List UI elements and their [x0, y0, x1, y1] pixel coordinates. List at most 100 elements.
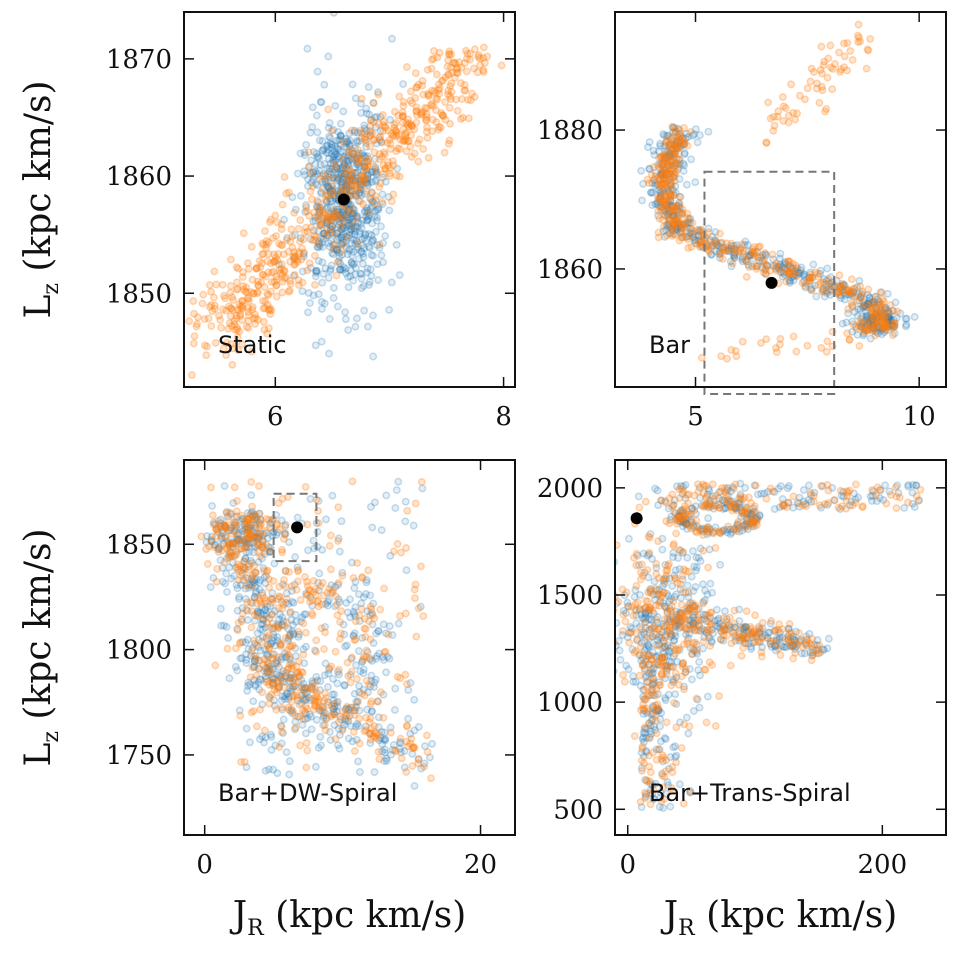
- blue-point: [362, 126, 371, 135]
- blue-point: [865, 297, 874, 306]
- orange-point: [652, 559, 661, 568]
- blue-point: [242, 528, 251, 537]
- blue-point: [684, 218, 693, 227]
- blue-point: [362, 104, 371, 113]
- orange-point: [673, 142, 682, 151]
- blue-point: [259, 536, 267, 545]
- blue-point: [662, 153, 671, 162]
- orange-point: [678, 224, 687, 233]
- blue-point: [362, 268, 371, 277]
- orange-point: [190, 332, 199, 341]
- orange-point: [661, 151, 670, 160]
- blue-point: [673, 136, 682, 145]
- orange-point: [761, 265, 770, 274]
- blue-point: [715, 249, 724, 258]
- orange-point: [699, 501, 708, 510]
- blue-point: [329, 173, 338, 182]
- orange-point: [312, 636, 321, 645]
- blue-point: [762, 261, 771, 270]
- orange-point: [375, 240, 384, 249]
- blue-point: [254, 643, 263, 651]
- blue-point: [351, 612, 360, 621]
- blue-point: [317, 98, 326, 107]
- panel-label: Bar+Trans-Spiral: [649, 779, 851, 807]
- orange-point: [719, 246, 728, 255]
- orange-point: [309, 576, 318, 585]
- blue-point: [339, 173, 348, 182]
- orange-point: [715, 692, 724, 701]
- blue-point: [372, 112, 381, 121]
- orange-point: [361, 163, 370, 172]
- blue-point: [356, 180, 365, 189]
- orange-point: [207, 483, 215, 492]
- blue-point: [358, 235, 367, 243]
- blue-point: [661, 200, 670, 209]
- blue-point: [703, 692, 712, 701]
- blue-point: [330, 166, 339, 174]
- orange-point: [377, 197, 386, 206]
- orange-point: [280, 266, 288, 275]
- blue-point: [840, 281, 849, 290]
- blue-point: [656, 194, 665, 203]
- blue-point: [332, 155, 341, 164]
- orange-point: [683, 213, 692, 222]
- orange-point: [222, 306, 231, 315]
- blue-point: [668, 226, 677, 235]
- blue-point: [325, 173, 334, 181]
- orange-point: [222, 338, 231, 347]
- blue-point: [331, 149, 340, 158]
- blue-point: [232, 523, 240, 532]
- orange-point: [299, 650, 308, 659]
- blue-point: [277, 722, 285, 730]
- blue-point: [673, 165, 682, 173]
- orange-point: [762, 270, 771, 279]
- blue-point: [400, 747, 409, 756]
- blue-point: [664, 185, 673, 194]
- orange-point: [254, 281, 263, 290]
- blue-point: [248, 644, 257, 652]
- blue-point: [351, 577, 360, 586]
- orange-point: [274, 685, 282, 694]
- blue-point: [350, 260, 358, 268]
- orange-point: [762, 139, 771, 148]
- orange-point: [912, 492, 921, 501]
- orange-point: [273, 256, 282, 265]
- blue-point: [232, 538, 241, 547]
- blue-point: [269, 675, 278, 684]
- orange-point: [798, 278, 807, 287]
- blue-point: [346, 613, 355, 622]
- blue-point: [333, 223, 342, 232]
- orange-point: [444, 70, 453, 79]
- blue-point: [363, 607, 372, 616]
- blue-point: [239, 576, 248, 585]
- orange-point: [679, 588, 687, 597]
- orange-point: [671, 669, 680, 678]
- blue-point: [304, 289, 313, 297]
- orange-point: [678, 220, 687, 229]
- blue-point: [889, 306, 897, 315]
- orange-point: [383, 157, 392, 166]
- orange-point: [393, 540, 402, 548]
- orange-point: [706, 642, 715, 650]
- orange-point: [683, 235, 692, 244]
- blue-point: [361, 152, 370, 161]
- blue-point: [357, 219, 366, 228]
- orange-point: [460, 86, 469, 95]
- orange-point: [282, 595, 291, 603]
- blue-point: [256, 609, 265, 617]
- blue-point: [338, 163, 347, 172]
- blue-point: [336, 233, 345, 242]
- blue-point: [333, 741, 342, 750]
- orange-point: [265, 306, 274, 315]
- blue-point: [724, 247, 733, 256]
- blue-point: [338, 239, 347, 248]
- orange-point: [332, 600, 341, 609]
- orange-point: [679, 565, 688, 574]
- blue-point: [247, 574, 256, 583]
- blue-point: [668, 202, 677, 211]
- blue-point: [744, 252, 753, 261]
- orange-point: [205, 542, 214, 551]
- orange-point: [292, 669, 301, 678]
- orange-point: [304, 148, 313, 157]
- blue-point: [780, 270, 789, 279]
